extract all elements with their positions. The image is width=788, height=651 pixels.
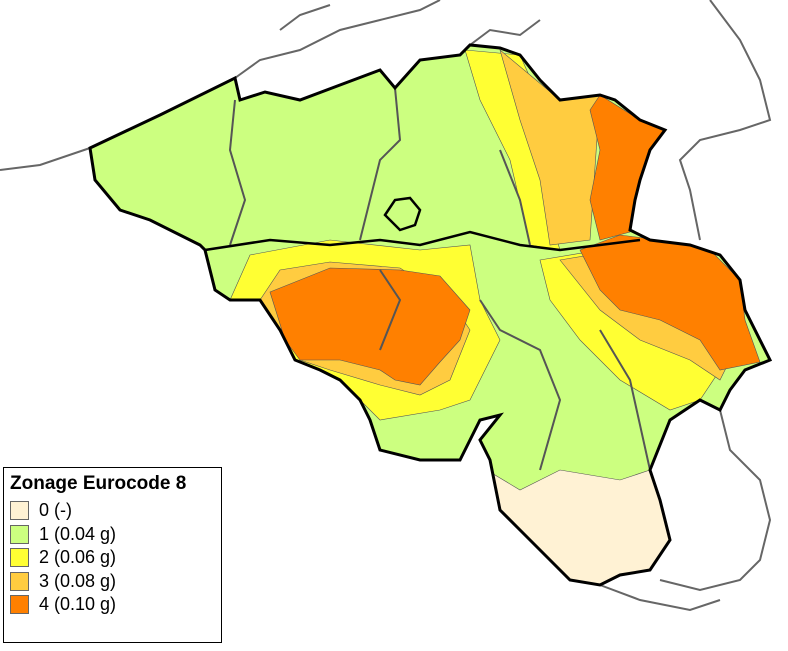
legend-item-zone-0: 0 (-) — [10, 499, 215, 523]
legend-swatch — [10, 548, 29, 568]
legend-swatch — [10, 524, 29, 544]
legend-label: 2 (0.06 g) — [39, 547, 117, 568]
neighbor-borders — [0, 0, 772, 612]
legend-item-zone-1: 1 (0.04 g) — [10, 523, 215, 547]
legend-item-zone-2: 2 (0.06 g) — [10, 546, 215, 570]
language-border — [204, 230, 641, 252]
legend-label: 1 (0.04 g) — [39, 523, 117, 544]
zone-4 — [269, 267, 471, 386]
legend-label: 3 (0.08 g) — [39, 570, 117, 591]
legend-title: Zonage Eurocode 8 — [10, 473, 187, 494]
legend-swatch — [10, 595, 29, 615]
brussels-region — [383, 196, 422, 232]
legend-item-zone-3: 3 (0.08 g) — [10, 570, 215, 594]
zone-4 — [589, 94, 666, 241]
legend-label: 0 (-) — [39, 500, 72, 521]
legend-item-zone-4: 4 (0.10 g) — [10, 593, 215, 617]
legend-label: 4 (0.10 g) — [39, 594, 117, 615]
legend-swatch — [10, 571, 29, 591]
legend: Zonage Eurocode 8 0 (-) 1 (0.04 g) 2 (0.… — [3, 467, 222, 643]
legend-swatch — [10, 501, 29, 521]
province-borders — [228, 87, 651, 471]
